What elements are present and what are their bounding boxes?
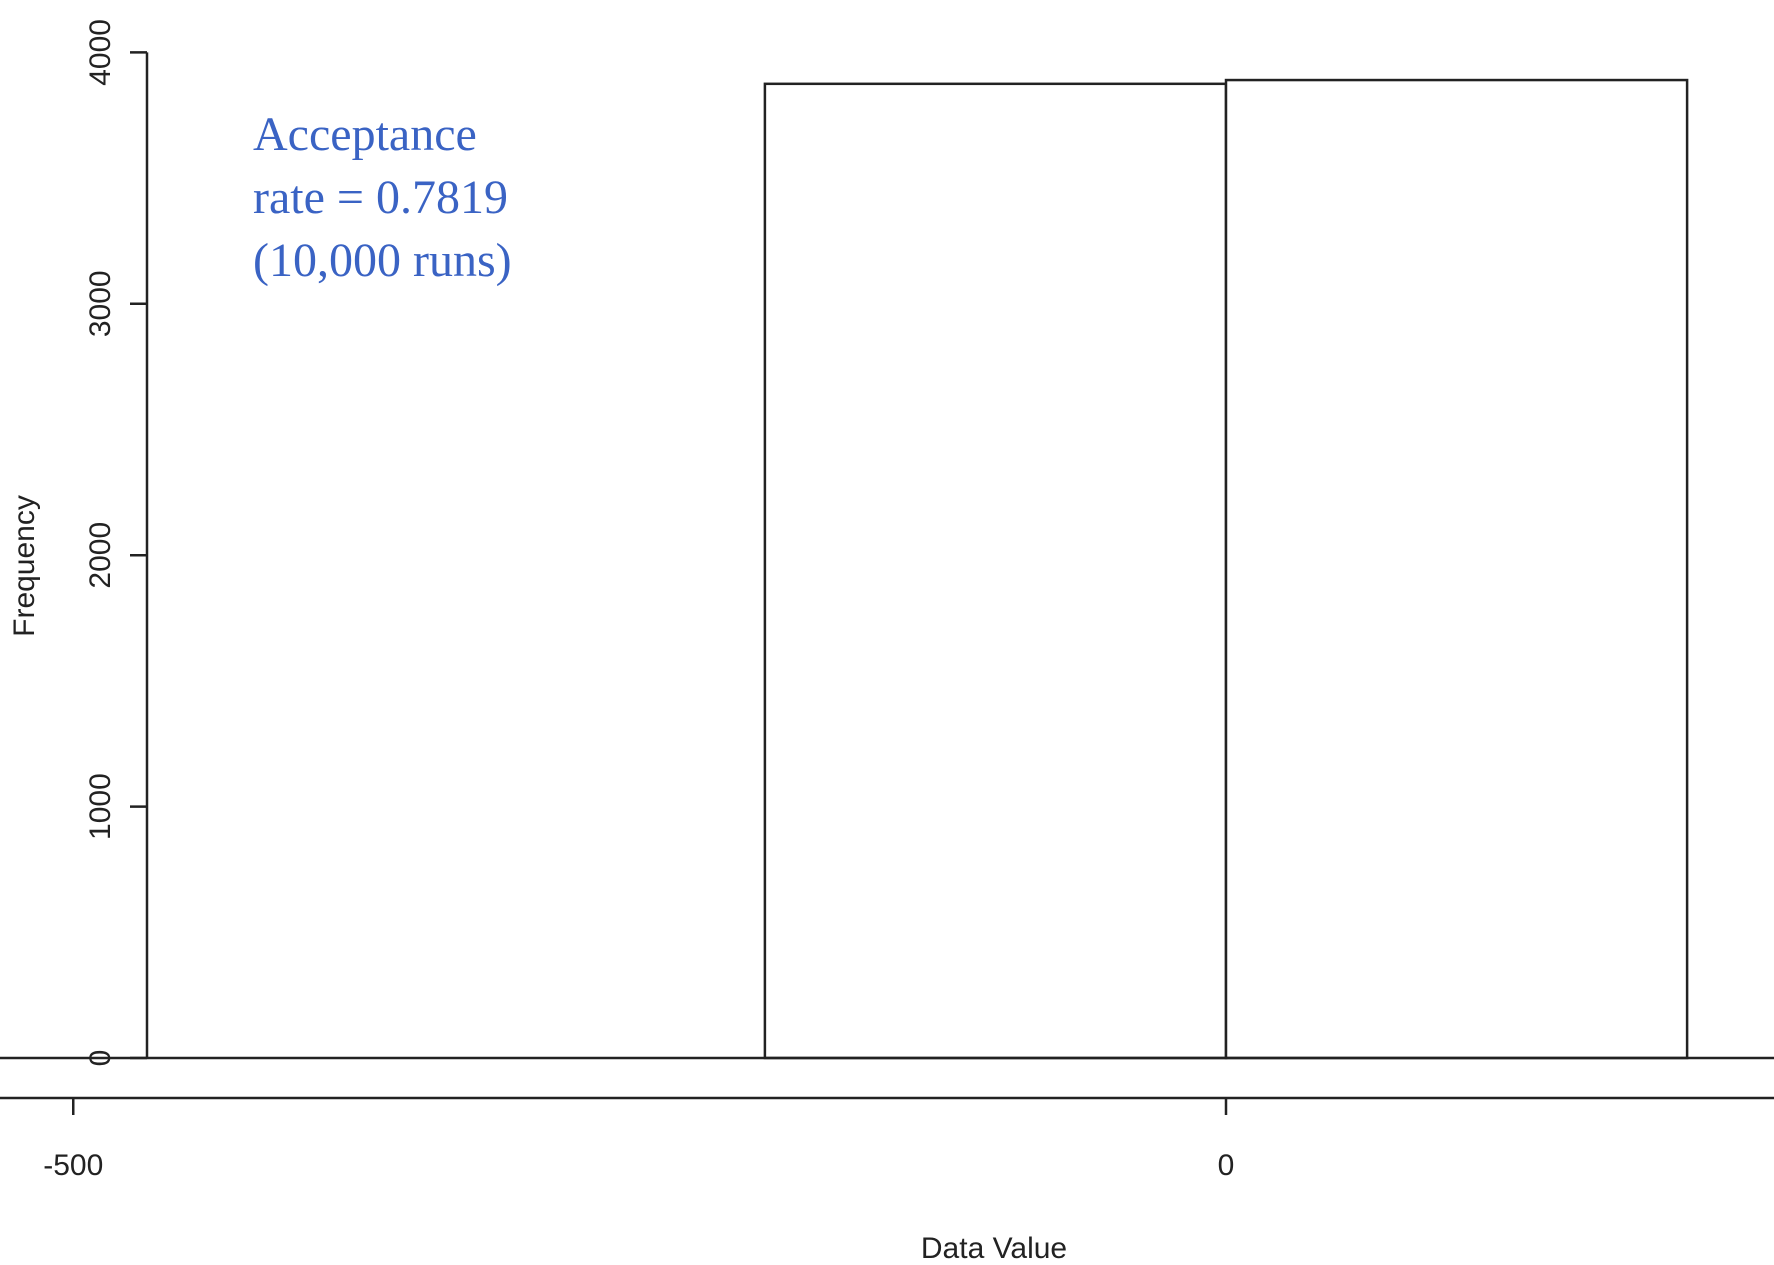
acceptance-rate-annotation: Acceptance rate = 0.7819 (10,000 runs) <box>253 108 512 287</box>
annotation-line-1: Acceptance <box>253 108 477 161</box>
x-tick-label: -500 <box>43 1149 103 1182</box>
y-tick-label: 4000 <box>84 19 117 86</box>
y-axis-title: Frequency <box>8 495 41 637</box>
histogram-bars <box>763 78 1689 1060</box>
histogram-bar <box>1224 78 1689 1060</box>
annotation-line-3: (10,000 runs) <box>253 234 512 287</box>
x-axis-title: Data Value <box>921 1232 1067 1265</box>
annotation-line-2: rate = 0.7819 <box>253 171 508 224</box>
x-axis: -2000-1500-1000-50005001000 <box>0 1096 1774 1182</box>
x-tick-label: 0 <box>1218 1149 1235 1182</box>
y-tick-label: 3000 <box>84 270 117 337</box>
y-tick-label: 2000 <box>84 522 117 589</box>
y-tick-label: 1000 <box>84 773 117 840</box>
histogram-bar <box>763 82 1228 1060</box>
